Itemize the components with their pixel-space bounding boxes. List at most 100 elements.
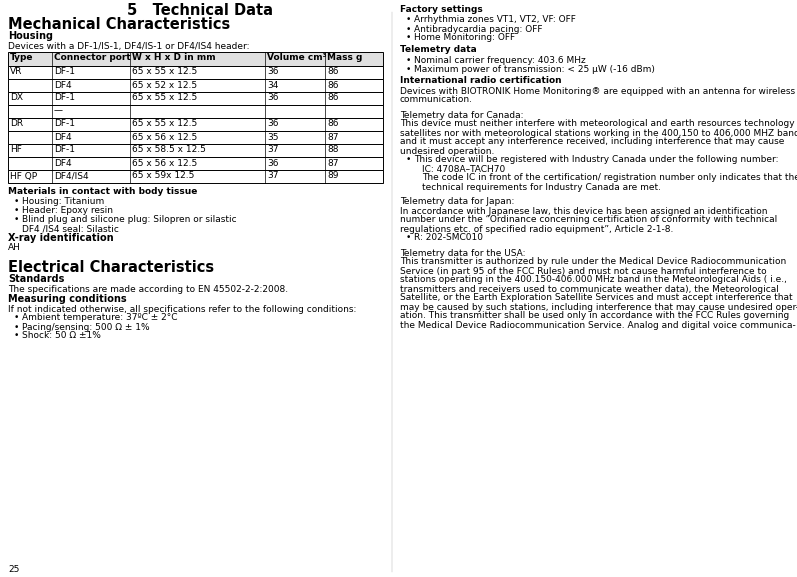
Text: Standards: Standards xyxy=(8,275,65,284)
Text: DF-1: DF-1 xyxy=(54,93,75,103)
Bar xyxy=(8,156,383,170)
Text: 86: 86 xyxy=(327,119,339,129)
Bar xyxy=(8,104,383,118)
Text: communication.: communication. xyxy=(400,96,473,104)
Text: HF: HF xyxy=(10,145,22,155)
Text: 65 x 58.5 x 12.5: 65 x 58.5 x 12.5 xyxy=(132,145,206,155)
Text: Maximum power of transmission: < 25 µW (-16 dBm): Maximum power of transmission: < 25 µW (… xyxy=(414,65,655,74)
Text: 89: 89 xyxy=(327,171,339,181)
Text: 65 x 56 x 12.5: 65 x 56 x 12.5 xyxy=(132,159,197,167)
Text: DF4 /IS4 seal: Silastic: DF4 /IS4 seal: Silastic xyxy=(22,224,119,233)
Text: In accordance with Japanese law, this device has been assigned an identification: In accordance with Japanese law, this de… xyxy=(400,207,768,215)
Text: AH: AH xyxy=(8,243,21,253)
Text: This device will be registered with Industry Canada under the following number:: This device will be registered with Indu… xyxy=(414,155,779,164)
Bar xyxy=(8,130,383,144)
Text: undesired operation.: undesired operation. xyxy=(400,147,494,155)
Text: 25: 25 xyxy=(8,565,19,574)
Text: number under the “Ordinance concerning certification of conformity with technica: number under the “Ordinance concerning c… xyxy=(400,215,777,224)
Text: 36: 36 xyxy=(267,68,278,77)
Text: Connector port: Connector port xyxy=(54,54,131,62)
Text: regulations etc. of specified radio equipment”, Article 2-1-8.: regulations etc. of specified radio equi… xyxy=(400,224,673,234)
Text: •: • xyxy=(14,215,19,224)
Text: 87: 87 xyxy=(327,159,339,167)
Text: Devices with a DF-1/IS-1, DF4/IS-1 or DF4/IS4 header:: Devices with a DF-1/IS-1, DF4/IS-1 or DF… xyxy=(8,42,249,51)
Text: Telemetry data for the USA:: Telemetry data for the USA: xyxy=(400,249,525,257)
Text: •: • xyxy=(406,155,411,164)
Text: Volume cm³: Volume cm³ xyxy=(267,54,327,62)
Text: Mechanical Characteristics: Mechanical Characteristics xyxy=(8,17,230,32)
Text: •: • xyxy=(406,24,411,33)
Text: DR: DR xyxy=(10,119,23,129)
Text: •: • xyxy=(14,313,19,323)
Text: 34: 34 xyxy=(267,81,278,89)
Text: R: 202-SMC010: R: 202-SMC010 xyxy=(414,234,483,242)
Text: •: • xyxy=(14,332,19,340)
Text: DX: DX xyxy=(10,93,23,103)
Text: 65 x 55 x 12.5: 65 x 55 x 12.5 xyxy=(132,93,197,103)
Text: VR: VR xyxy=(10,68,22,77)
Text: 88: 88 xyxy=(327,145,339,155)
Text: •: • xyxy=(14,197,19,206)
Bar xyxy=(8,170,383,182)
Text: 37: 37 xyxy=(267,145,278,155)
Text: DF4: DF4 xyxy=(54,159,72,167)
Text: DF4/IS4: DF4/IS4 xyxy=(54,171,88,181)
Text: If not indicated otherwise, all specifications refer to the following conditions: If not indicated otherwise, all specific… xyxy=(8,305,356,313)
Bar xyxy=(8,78,383,92)
Text: the Medical Device Radiocommunication Service. Analog and digital voice communic: the Medical Device Radiocommunication Se… xyxy=(400,320,795,329)
Text: 36: 36 xyxy=(267,119,278,129)
Text: Antibradycardia pacing: OFF: Antibradycardia pacing: OFF xyxy=(414,24,543,33)
Text: technical requirements for Industry Canada are met.: technical requirements for Industry Cana… xyxy=(422,182,661,192)
Text: DF-1: DF-1 xyxy=(54,119,75,129)
Bar xyxy=(8,118,383,130)
Text: Mass g: Mass g xyxy=(327,54,363,62)
Bar xyxy=(8,66,383,78)
Text: Satellite, or the Earth Exploration Satellite Services and must accept interfere: Satellite, or the Earth Exploration Sate… xyxy=(400,294,793,302)
Text: Telemetry data: Telemetry data xyxy=(400,46,477,54)
Text: and it must accept any interference received, including interference that may ca: and it must accept any interference rece… xyxy=(400,137,784,147)
Text: The code IC in front of the certification/ registration number only indicates th: The code IC in front of the certificatio… xyxy=(422,174,797,182)
Text: Factory settings: Factory settings xyxy=(400,5,483,14)
Text: 86: 86 xyxy=(327,68,339,77)
Text: 65 x 59x 12.5: 65 x 59x 12.5 xyxy=(132,171,194,181)
Text: 86: 86 xyxy=(327,81,339,89)
Text: •: • xyxy=(14,323,19,332)
Text: This device must neither interfere with meteorological and earth resources techn: This device must neither interfere with … xyxy=(400,119,795,129)
Text: transmitters and receivers used to communicate weather data), the Meteorological: transmitters and receivers used to commu… xyxy=(400,284,779,294)
Text: 65 x 55 x 12.5: 65 x 55 x 12.5 xyxy=(132,68,197,77)
Text: 65 x 55 x 12.5: 65 x 55 x 12.5 xyxy=(132,119,197,129)
Text: 65 x 56 x 12.5: 65 x 56 x 12.5 xyxy=(132,133,197,141)
Text: satellites nor with meteorological stations working in the 400,150 to 406,000 MH: satellites nor with meteorological stati… xyxy=(400,129,797,137)
Bar xyxy=(8,51,383,66)
Text: HF QP: HF QP xyxy=(10,171,37,181)
Text: Arrhythmia zones VT1, VT2, VF: OFF: Arrhythmia zones VT1, VT2, VF: OFF xyxy=(414,16,576,24)
Text: Housing: Housing xyxy=(8,31,53,41)
Text: DF4: DF4 xyxy=(54,81,72,89)
Text: Electrical Characteristics: Electrical Characteristics xyxy=(8,260,214,275)
Text: Home Monitoring: OFF: Home Monitoring: OFF xyxy=(414,33,515,43)
Text: Nominal carrier frequency: 403.6 MHz: Nominal carrier frequency: 403.6 MHz xyxy=(414,56,586,65)
Text: •: • xyxy=(406,56,411,65)
Text: DF-1: DF-1 xyxy=(54,68,75,77)
Text: IC: 4708A–TACH70: IC: 4708A–TACH70 xyxy=(422,164,505,174)
Text: 37: 37 xyxy=(267,171,278,181)
Text: Telemetry data for Japan:: Telemetry data for Japan: xyxy=(400,197,514,207)
Text: 36: 36 xyxy=(267,93,278,103)
Text: ation. This transmitter shall be used only in accordance with the FCC Rules gove: ation. This transmitter shall be used on… xyxy=(400,312,789,320)
Text: 5   Technical Data: 5 Technical Data xyxy=(127,3,273,18)
Text: •: • xyxy=(406,234,411,242)
Text: Materials in contact with body tissue: Materials in contact with body tissue xyxy=(8,186,198,196)
Text: Shock: 50 Ω ±1%: Shock: 50 Ω ±1% xyxy=(22,332,101,340)
Text: Housing: Titanium: Housing: Titanium xyxy=(22,197,104,206)
Text: 87: 87 xyxy=(327,133,339,141)
Bar xyxy=(8,92,383,104)
Text: 36: 36 xyxy=(267,159,278,167)
Bar xyxy=(8,144,383,156)
Text: This transmitter is authorized by rule under the Medical Device Radiocommunicati: This transmitter is authorized by rule u… xyxy=(400,257,787,267)
Text: 65 x 52 x 12.5: 65 x 52 x 12.5 xyxy=(132,81,197,89)
Text: may be caused by such stations, including interference that may cause undesired : may be caused by such stations, includin… xyxy=(400,302,797,312)
Text: Pacing/sensing: 500 Ω ± 1%: Pacing/sensing: 500 Ω ± 1% xyxy=(22,323,150,332)
Text: Devices with BIOTRONIK Home Monitoring® are equipped with an antenna for wireles: Devices with BIOTRONIK Home Monitoring® … xyxy=(400,87,795,96)
Text: W x H x D in mm: W x H x D in mm xyxy=(132,54,216,62)
Text: International radio certification: International radio certification xyxy=(400,76,562,85)
